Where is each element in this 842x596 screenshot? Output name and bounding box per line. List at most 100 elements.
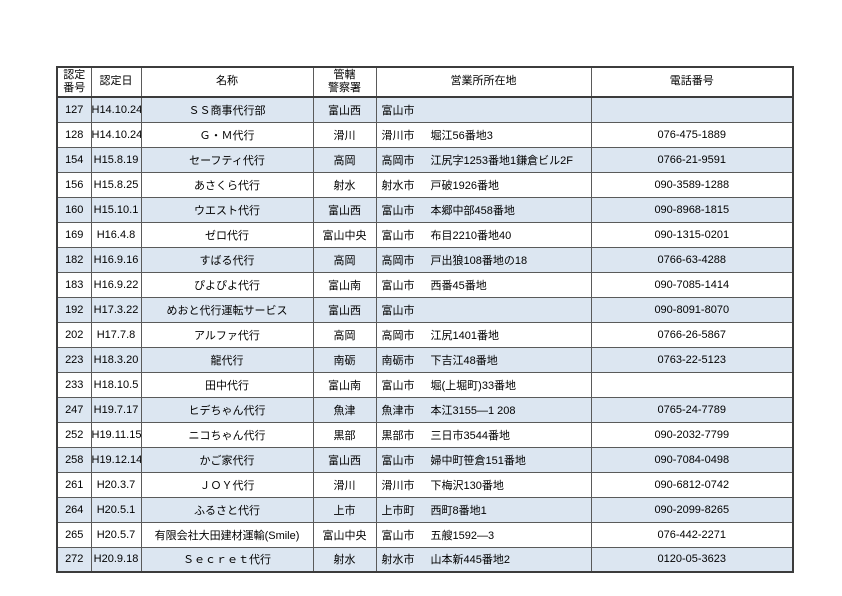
agency-name-cell: ウエスト代行 <box>140 196 314 223</box>
agency-name-cell: すばる代行 <box>140 246 314 273</box>
city-text: 上市町 <box>381 504 415 517</box>
office-location-cell: 南砺市 下吉江48番地 <box>375 346 592 373</box>
cert-number-cell: 182 <box>56 246 92 273</box>
address-text: 西町8番地1 <box>430 504 487 517</box>
agency-name-cell: あさくら代行 <box>140 171 314 198</box>
cert-date-cell: H17.7.8 <box>90 321 142 348</box>
phone-cell: 0120-05-3623 <box>590 546 794 573</box>
phone-cell: 090-8091-8070 <box>590 296 794 323</box>
phone-cell <box>590 371 794 398</box>
city-text: 射水市 <box>381 179 415 192</box>
phone-cell: 090-8968-1815 <box>590 196 794 223</box>
city-text: 富山市 <box>381 529 415 542</box>
cert-date-cell: H16.4.8 <box>90 221 142 248</box>
police-station-cell: 富山中央 <box>312 221 377 248</box>
office-location-cell: 高岡市 江尻1401番地 <box>375 321 592 348</box>
office-location-cell: 富山市 五艘1592—3 <box>375 521 592 548</box>
cert-number-cell: 252 <box>56 421 92 448</box>
city-text: 富山市 <box>381 454 415 467</box>
table-row: 261 H20.3.7 ＪＯＹ代行 滑川 滑川市 下梅沢130番地 090-681… <box>56 471 794 498</box>
police-station-cell: 滑川 <box>312 471 377 498</box>
cert-date-cell: H20.9.18 <box>90 546 142 573</box>
cert-date-cell: H20.5.7 <box>90 521 142 548</box>
phone-cell: 076-475-1889 <box>590 121 794 148</box>
address-text: 婦中町笹倉151番地 <box>430 454 526 467</box>
phone-cell: 090-7084-0498 <box>590 446 794 473</box>
office-location-cell: 魚津市 本江3155—1 208 <box>375 396 592 423</box>
table-row: 127 H14.10.24 ＳＳ商事代行部 富山西 富山市 <box>56 96 794 123</box>
office-location-cell: 富山市 布目2210番地40 <box>375 221 592 248</box>
header-name: 名称 <box>140 66 314 98</box>
police-station-cell: 富山中央 <box>312 521 377 548</box>
address-text: 布目2210番地40 <box>430 229 512 242</box>
cert-number-cell: 192 <box>56 296 92 323</box>
phone-cell: 090-3589-1288 <box>590 171 794 198</box>
table-row: 247 H19.7.17 ヒデちゃん代行 魚津 魚津市 本江3155—1 208 … <box>56 396 794 423</box>
phone-cell: 090-1315-0201 <box>590 221 794 248</box>
phone-cell: 0766-21-9591 <box>590 146 794 173</box>
police-station-cell: 富山南 <box>312 271 377 298</box>
header-phone: 電話番号 <box>590 66 794 98</box>
cert-date-cell: H18.3.20 <box>90 346 142 373</box>
header-police-line1: 管轄 <box>333 68 356 81</box>
header-cert-number-line2: 番号 <box>63 82 86 94</box>
cert-number-cell: 202 <box>56 321 92 348</box>
cert-number-cell: 233 <box>56 371 92 398</box>
table-row: 258 H19.12.14 かご家代行 富山西 富山市 婦中町笹倉151番地 09… <box>56 446 794 473</box>
police-station-cell: 黒部 <box>312 421 377 448</box>
agency-name-cell: ＳＳ商事代行部 <box>140 96 314 123</box>
table-row: 252 H19.11.15 ニコちゃん代行 黒部 黒部市 三日市3544番地 09… <box>56 421 794 448</box>
cert-date-cell: H16.9.22 <box>90 271 142 298</box>
address-text: 江尻字1253番地1鎌倉ビル2F <box>430 154 573 167</box>
phone-cell: 0766-63-4288 <box>590 246 794 273</box>
agency-name-cell: ＪＯＹ代行 <box>140 471 314 498</box>
police-station-cell: 上市 <box>312 496 377 523</box>
phone-cell: 090-6812-0742 <box>590 471 794 498</box>
office-location-cell: 富山市 西番45番地 <box>375 271 592 298</box>
table-row: 202 H17.7.8 アルファ代行 高岡 高岡市 江尻1401番地 0766-2… <box>56 321 794 348</box>
address-text: 山本新445番地2 <box>430 554 510 567</box>
cert-number-cell: 223 <box>56 346 92 373</box>
cert-number-cell: 265 <box>56 521 92 548</box>
office-location-cell: 黒部市 三日市3544番地 <box>375 421 592 448</box>
cert-date-cell: H17.3.22 <box>90 296 142 323</box>
police-station-cell: 高岡 <box>312 146 377 173</box>
office-location-cell: 滑川市 堀江56番地3 <box>375 121 592 148</box>
cert-number-cell: 264 <box>56 496 92 523</box>
office-location-cell: 高岡市 江尻字1253番地1鎌倉ビル2F <box>375 146 592 173</box>
agency-name-cell: ふるさと代行 <box>140 496 314 523</box>
office-location-cell: 射水市 戸破1926番地 <box>375 171 592 198</box>
cert-number-cell: 183 <box>56 271 92 298</box>
police-station-cell: 富山南 <box>312 371 377 398</box>
header-cert-number: 認定 番号 <box>56 66 92 98</box>
police-station-cell: 射水 <box>312 171 377 198</box>
police-station-cell: 滑川 <box>312 121 377 148</box>
address-text: 西番45番地 <box>430 279 487 292</box>
header-cert-date: 認定日 <box>90 66 142 98</box>
cert-date-cell: H20.3.7 <box>90 471 142 498</box>
address-text: 下吉江48番地 <box>430 354 498 367</box>
address-text: 江尻1401番地 <box>430 329 499 342</box>
city-text: 富山市 <box>381 229 415 242</box>
city-text: 南砺市 <box>381 354 415 367</box>
cert-number-cell: 169 <box>56 221 92 248</box>
header-row: 認定 番号 認定日 名称 管轄 警察署 営業所所在地 電話番号 <box>56 66 794 98</box>
city-text: 射水市 <box>381 554 415 567</box>
city-text: 滑川市 <box>381 479 415 492</box>
cert-number-cell: 272 <box>56 546 92 573</box>
police-station-cell: 高岡 <box>312 321 377 348</box>
police-station-cell: 高岡 <box>312 246 377 273</box>
header-cert-number-line1: 認定 <box>63 68 86 81</box>
agency-name-cell: アルファ代行 <box>140 321 314 348</box>
agency-name-cell: 龍代行 <box>140 346 314 373</box>
cert-number-cell: 160 <box>56 196 92 223</box>
cert-date-cell: H14.10.24 <box>90 96 142 123</box>
city-text: 高岡市 <box>381 254 415 267</box>
cert-date-cell: H14.10.24 <box>90 121 142 148</box>
address-text: 三日市3544番地 <box>430 429 510 442</box>
cert-date-cell: H15.8.25 <box>90 171 142 198</box>
table-row: 128 H14.10.24 Ｇ・Ｍ代行 滑川 滑川市 堀江56番地3 076-47… <box>56 121 794 148</box>
address-text: 堀(上堀町)33番地 <box>430 379 517 392</box>
agency-name-cell: 田中代行 <box>140 371 314 398</box>
